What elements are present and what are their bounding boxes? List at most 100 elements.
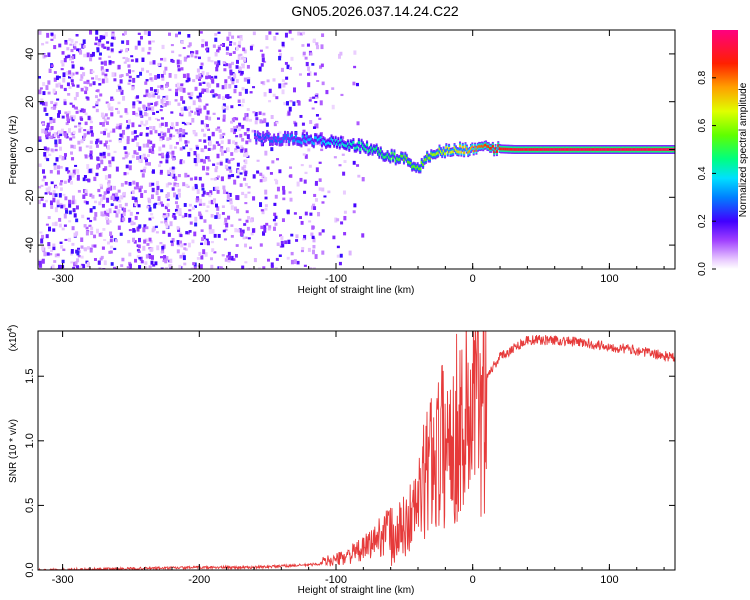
spectrogram-ridge-cell: [557, 148, 560, 151]
spectrogram-noise-cell: [290, 259, 294, 265]
spectrogram-noise-cell: [68, 70, 72, 75]
colorbar-tick-label: 0.4: [697, 166, 708, 180]
spectrogram-ridge-cell: [658, 148, 661, 151]
spectrogram-noise-cell: [315, 167, 319, 173]
spectrogram-noise-cell: [56, 204, 60, 208]
snr-x-tick-label: -100: [325, 574, 347, 586]
spectrogram-noise-cell: [165, 194, 169, 199]
spectrogram-noise-cell: [122, 211, 126, 217]
spectrogram-noise-cell: [108, 174, 112, 179]
spectrogram-noise-cell: [82, 135, 86, 139]
spectrogram-noise-cell: [281, 41, 285, 47]
spectrogram-noise-cell: [63, 180, 67, 184]
spectrogram-noise-cell: [149, 254, 153, 260]
spectrogram-noise-cell: [62, 204, 66, 208]
spectrogram-noise-cell: [164, 258, 168, 264]
spectrogram-noise-cell: [73, 96, 77, 101]
spectrogram-noise-cell: [337, 53, 341, 59]
spectrogram-noise-cell: [76, 48, 80, 52]
spectrogram-x-tick-label: 0: [470, 273, 476, 285]
spectrogram-ridge-cell: [575, 148, 578, 151]
spectrogram-ridge-cell: [553, 148, 556, 151]
spectrogram-noise-cell: [224, 228, 228, 231]
spectrogram-noise-cell: [57, 264, 61, 269]
spectrogram-noise-cell: [123, 207, 127, 213]
spectrogram-y-tick-label: -20: [24, 189, 36, 205]
spectrogram-ridge-cell: [623, 148, 626, 151]
spectrogram-noise-cell: [217, 46, 221, 51]
spectrogram-noise-cell: [249, 45, 253, 51]
spectrogram-noise-cell: [198, 203, 202, 206]
spectrogram-noise-cell: [43, 107, 47, 112]
spectrogram-noise-cell: [176, 240, 180, 245]
spectrogram-noise-cell: [82, 45, 86, 48]
spectrogram-noise-cell: [222, 96, 226, 101]
spectrogram-noise-cell: [281, 79, 285, 82]
spectrogram-noise-cell: [216, 186, 220, 190]
spectrogram-noise-cell: [109, 238, 113, 243]
spectrogram-noise-cell: [38, 76, 42, 79]
spectrogram-noise-cell: [63, 153, 67, 157]
spectrogram-noise-cell: [135, 114, 139, 117]
spectrogram-noise-cell: [343, 215, 347, 221]
spectrogram-noise-cell: [245, 210, 249, 214]
spectrogram-ridge-cell: [508, 147, 511, 151]
spectrogram-noise-cell: [56, 200, 60, 205]
spectrogram-noise-cell: [174, 201, 178, 205]
spectrogram-noise-cell: [188, 209, 192, 212]
spectrogram-noise-cell: [234, 228, 238, 233]
spectrogram-noise-cell: [71, 173, 75, 178]
spectrogram-noise-cell: [241, 191, 245, 196]
spectrogram-noise-cell: [60, 84, 64, 89]
spectrogram-noise-cell: [83, 129, 87, 132]
spectrogram-ridge-cell: [428, 156, 431, 160]
spectrogram-noise-cell: [175, 194, 179, 200]
spectrogram-noise-cell: [336, 254, 340, 258]
spectrogram-noise-cell: [215, 127, 219, 132]
spectrogram-noise-cell: [300, 220, 304, 225]
spectrogram-noise-cell: [114, 205, 118, 209]
spectrogram-noise-cell: [116, 196, 120, 202]
spectrogram-noise-cell: [102, 168, 106, 172]
spectrogram-noise-cell: [103, 239, 107, 242]
spectrogram-noise-cell: [45, 134, 49, 138]
spectrogram-noise-cell: [160, 87, 164, 91]
spectrogram-ridge-cell: [389, 157, 392, 161]
spectrogram-noise-cell: [229, 41, 233, 44]
spectrogram-noise-cell: [103, 191, 107, 195]
spectrogram-ridge-cell: [475, 148, 478, 152]
spectrogram-ridge-cell: [377, 150, 380, 153]
spectrogram-noise-cell: [124, 154, 128, 159]
spectrogram-noise-cell: [161, 44, 165, 50]
spectrogram-noise-cell: [234, 150, 238, 153]
spectrogram-noise-cell: [100, 61, 104, 65]
spectrogram-ridge-cell: [541, 148, 544, 151]
spectrogram-noise-cell: [50, 126, 54, 130]
spectrogram-ridge-cell: [273, 136, 276, 140]
spectrogram-noise-cell: [163, 103, 167, 107]
spectrogram-noise-cell: [163, 255, 167, 260]
spectrogram-ridge-cell: [416, 165, 419, 169]
spectrogram-noise-cell: [160, 105, 164, 108]
spectrogram-noise-cell: [165, 183, 169, 188]
spectrogram-ridge-cell: [603, 148, 606, 151]
spectrogram-noise-cell: [41, 128, 45, 134]
spectrogram-noise-cell: [331, 104, 335, 110]
spectrogram-noise-cell: [80, 139, 84, 144]
spectrogram-noise-cell: [111, 33, 115, 37]
spectrogram-ridge-cell: [640, 148, 643, 151]
spectrogram-noise-cell: [118, 139, 122, 143]
spectrogram-noise-cell: [222, 132, 226, 136]
spectrogram-noise-cell: [174, 99, 178, 102]
spectrogram-ridge-cell: [601, 148, 604, 151]
spectrogram-noise-cell: [57, 82, 61, 88]
spectrogram-noise-cell: [89, 219, 93, 223]
spectrogram-noise-cell: [214, 168, 218, 173]
spectrogram-ridge-cell: [513, 148, 516, 151]
spectrogram-noise-cell: [119, 74, 123, 78]
spectrogram-noise-cell: [130, 59, 134, 62]
spectrogram-noise-cell: [192, 262, 196, 266]
spectrogram-noise-cell: [278, 53, 282, 58]
spectrogram-noise-cell: [200, 120, 204, 125]
spectrogram-noise-cell: [217, 143, 221, 147]
